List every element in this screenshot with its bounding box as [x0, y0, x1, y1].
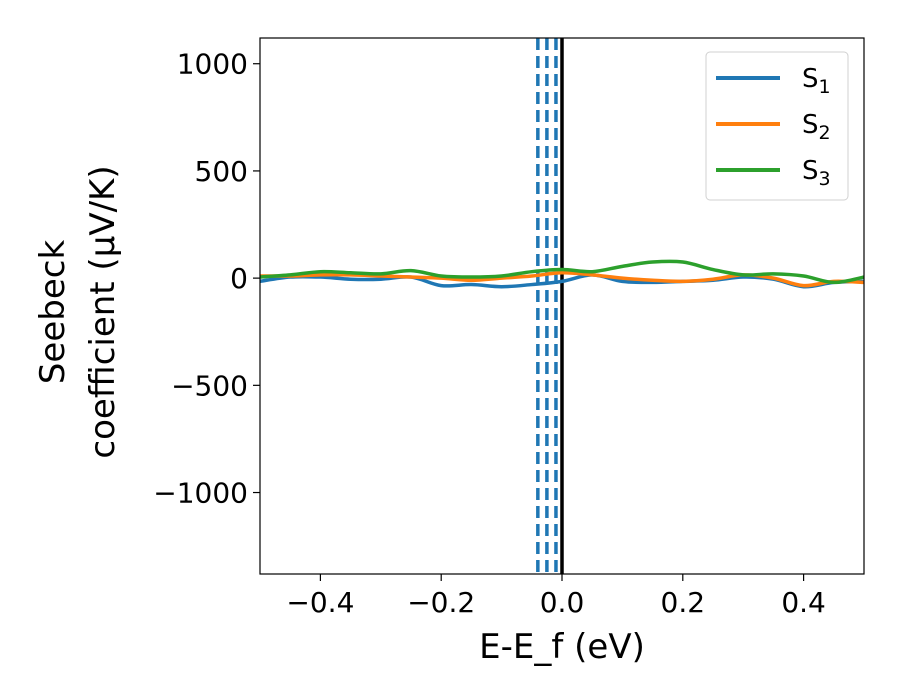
series-line-s2 — [260, 271, 864, 288]
x-tick-label: −0.4 — [286, 586, 354, 619]
y-axis-ticks: −1000 −500 0 500 1000 — [153, 48, 260, 510]
x-axis-ticks: −0.4 −0.2 0.0 0.2 0.4 — [286, 574, 826, 619]
y-tick-label: −1000 — [153, 477, 248, 510]
x-tick-label: 0.0 — [540, 586, 585, 619]
y-tick-label: 0 — [230, 262, 248, 295]
x-tick-label: 0.2 — [661, 586, 706, 619]
y-axis-label-line2: coefficient (μV/K) — [83, 165, 123, 458]
y-axis-label: Seebeck coefficient (μV/K) — [33, 165, 123, 458]
vertical-reference-lines — [536, 38, 564, 574]
series-line-s3 — [260, 259, 864, 285]
x-axis-label: E-E_f (eV) — [479, 627, 645, 667]
x-tick-label: 0.4 — [781, 586, 826, 619]
series-lines — [260, 259, 864, 289]
x-tick-label: −0.2 — [407, 586, 475, 619]
y-tick-label: −500 — [171, 369, 248, 402]
y-tick-label: 1000 — [177, 48, 248, 81]
y-tick-label: 500 — [195, 155, 248, 188]
y-axis-label-line1: Seebeck — [33, 240, 73, 385]
